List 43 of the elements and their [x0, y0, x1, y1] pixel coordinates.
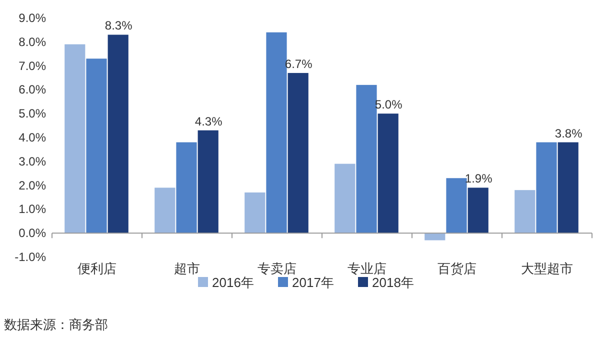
- bar: [514, 190, 536, 234]
- x-tick-label: 专卖店: [258, 261, 296, 276]
- bar: [356, 84, 377, 234]
- bar: [334, 164, 356, 234]
- bar: [86, 58, 107, 234]
- y-tick-label: 4.0%: [18, 130, 46, 144]
- bar: [244, 192, 266, 234]
- y-tick-label: 3.0%: [18, 154, 46, 168]
- bar: [468, 188, 488, 234]
- data-label: 1.9%: [464, 172, 493, 186]
- y-tick-label: 7.0%: [18, 58, 46, 73]
- data-label: 4.3%: [194, 114, 223, 128]
- bar: [154, 188, 176, 234]
- y-tick-label: 9.0%: [18, 11, 46, 25]
- y-tick-label: 5.0%: [18, 106, 46, 121]
- y-tick-label: 1.0%: [18, 202, 46, 216]
- bar: [424, 233, 446, 240]
- bar: [446, 178, 467, 234]
- data-label: 3.8%: [554, 126, 583, 140]
- x-tick-label: 专业店: [348, 261, 386, 276]
- data-label: 8.3%: [104, 18, 133, 33]
- bar: [558, 142, 578, 234]
- x-tick-label: 超市: [174, 261, 200, 276]
- bar: [288, 72, 308, 234]
- y-tick-label: 8.0%: [18, 34, 46, 49]
- source-note: 数据来源：商务部: [4, 317, 108, 332]
- bar: [64, 44, 86, 234]
- bar: [536, 142, 557, 234]
- bar: [198, 130, 218, 234]
- legend-label: 2017年: [292, 275, 334, 290]
- y-tick-label: -1.0%: [14, 250, 46, 264]
- x-tick-label: 百货店: [438, 261, 476, 276]
- bar: [108, 34, 128, 234]
- y-tick-label: 0.0%: [18, 226, 46, 240]
- legend-label: 2016年: [212, 275, 254, 290]
- legend-label: 2018年: [372, 275, 414, 290]
- x-tick-label: 大型超市: [521, 261, 573, 276]
- bar: [266, 32, 287, 234]
- y-tick-label: 6.0%: [18, 82, 46, 97]
- x-tick-label: 便利店: [78, 261, 116, 276]
- bar: [378, 114, 398, 234]
- bar: [176, 142, 197, 234]
- y-tick-label: 2.0%: [18, 178, 46, 192]
